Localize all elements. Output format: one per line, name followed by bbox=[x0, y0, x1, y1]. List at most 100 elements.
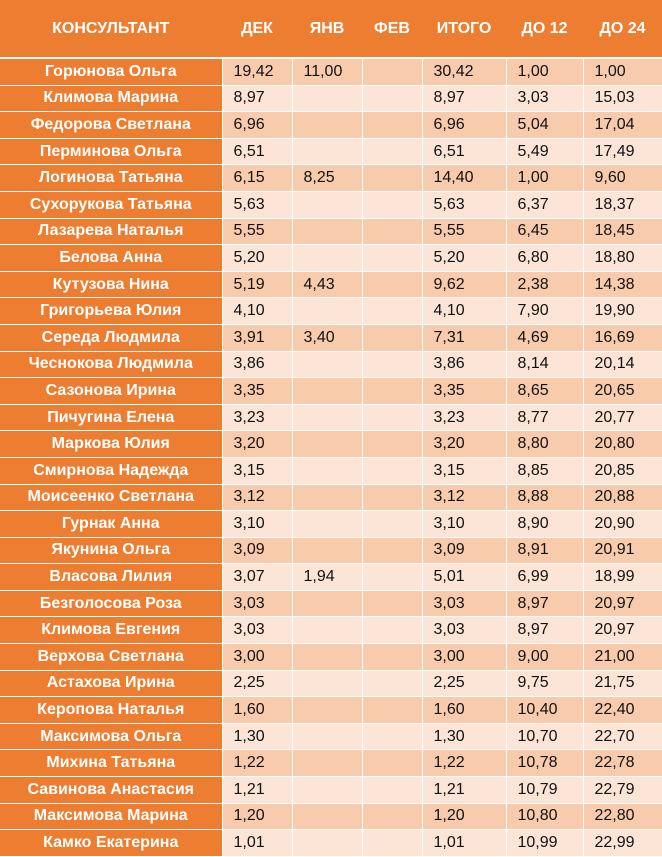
table-row: Безголосова Роза 3,03 3,03 8,97 20,97 bbox=[0, 590, 662, 618]
consultant-name-cell: Сухорукова Татьяна bbox=[0, 191, 223, 219]
table-row: Максимова Марина 1,20 1,20 10,80 22,80 bbox=[0, 803, 662, 831]
to-24-cell: 17,49 bbox=[583, 138, 662, 166]
jan-cell bbox=[292, 723, 363, 751]
jan-cell bbox=[292, 404, 363, 432]
table-row: Логинова Татьяна 6,15 8,25 14,40 1,00 9,60 bbox=[0, 164, 662, 192]
to-12-cell: 3,03 bbox=[506, 85, 584, 113]
jan-cell bbox=[292, 510, 363, 538]
header-dec: ДЕК bbox=[222, 0, 293, 59]
total-cell: 7,31 bbox=[422, 324, 507, 352]
to-24-cell: 22,99 bbox=[583, 829, 662, 857]
dec-cell: 19,42 bbox=[222, 58, 293, 86]
dec-cell: 3,09 bbox=[222, 537, 293, 565]
consultant-name-cell: Максимова Ольга bbox=[0, 723, 223, 751]
consultant-name-cell: Федорова Светлана bbox=[0, 111, 223, 139]
to-24-cell: 14,38 bbox=[583, 271, 662, 299]
jan-cell bbox=[292, 138, 363, 166]
to-24-cell: 22,80 bbox=[583, 803, 662, 831]
jan-cell bbox=[292, 803, 363, 831]
total-cell: 1,21 bbox=[422, 776, 507, 804]
table-row: Климова Марина 8,97 8,97 3,03 15,03 bbox=[0, 85, 662, 113]
to-24-cell: 20,65 bbox=[583, 377, 662, 405]
feb-cell bbox=[362, 643, 423, 671]
table-header: КОНСУЛЬТАНТ ДЕК ЯНВ ФЕВ ИТОГО ДО 12 ДО 2… bbox=[0, 0, 662, 59]
feb-cell bbox=[362, 351, 423, 379]
total-cell: 6,96 bbox=[422, 111, 507, 139]
dec-cell: 5,63 bbox=[222, 191, 293, 219]
table-row: Горюнова Ольга 19,42 11,00 30,42 1,00 1,00 bbox=[0, 58, 662, 86]
to-24-cell: 16,69 bbox=[583, 324, 662, 352]
table-row: Белова Анна 5,20 5,20 6,80 18,80 bbox=[0, 244, 662, 272]
jan-cell bbox=[292, 85, 363, 113]
feb-cell bbox=[362, 749, 423, 778]
to-12-cell: 10,99 bbox=[506, 829, 584, 857]
consultant-name-cell: Савинова Анастасия bbox=[0, 776, 223, 804]
to-24-cell: 20,77 bbox=[583, 404, 662, 432]
header-to-24: ДО 24 bbox=[583, 0, 662, 59]
to-12-cell: 6,99 bbox=[506, 563, 584, 591]
header-row: КОНСУЛЬТАНТ ДЕК ЯНВ ФЕВ ИТОГО ДО 12 ДО 2… bbox=[0, 0, 662, 59]
to-12-cell: 9,75 bbox=[506, 670, 584, 698]
consultant-name-cell: Чеснокова Людмила bbox=[0, 351, 223, 379]
jan-cell: 11,00 bbox=[292, 58, 363, 86]
total-cell: 30,42 bbox=[422, 58, 507, 86]
total-cell: 14,40 bbox=[422, 164, 507, 192]
total-cell: 5,63 bbox=[422, 191, 507, 219]
dec-cell: 5,20 bbox=[222, 244, 293, 272]
consultant-name-cell: Климова Евгения bbox=[0, 616, 223, 645]
table-row: Кутузова Нина 5,19 4,43 9,62 2,38 14,38 bbox=[0, 271, 662, 299]
consultant-name-cell: Перминова Ольга bbox=[0, 138, 223, 166]
to-12-cell: 1,00 bbox=[506, 164, 584, 192]
feb-cell bbox=[362, 776, 423, 804]
total-cell: 3,10 bbox=[422, 510, 507, 538]
consultant-name-cell: Сазонова Ирина bbox=[0, 377, 223, 405]
consultant-name-cell: Керопова Наталья bbox=[0, 696, 223, 724]
consultant-name-cell: Безголосова Роза bbox=[0, 590, 223, 618]
feb-cell bbox=[362, 85, 423, 113]
jan-cell bbox=[292, 696, 363, 724]
table-row: Верхова Светлана 3,00 3,00 9,00 21,00 bbox=[0, 643, 662, 671]
total-cell: 3,00 bbox=[422, 643, 507, 671]
consultant-name-cell: Горюнова Ольга bbox=[0, 58, 223, 86]
to-12-cell: 6,80 bbox=[506, 244, 584, 272]
total-cell: 3,09 bbox=[422, 537, 507, 565]
jan-cell: 4,43 bbox=[292, 271, 363, 299]
total-cell: 3,12 bbox=[422, 484, 507, 512]
feb-cell bbox=[362, 484, 423, 512]
jan-cell bbox=[292, 643, 363, 671]
feb-cell bbox=[362, 563, 423, 591]
feb-cell bbox=[362, 510, 423, 538]
total-cell: 3,35 bbox=[422, 377, 507, 405]
dec-cell: 5,19 bbox=[222, 271, 293, 299]
total-cell: 5,20 bbox=[422, 244, 507, 272]
table-row: Михина Татьяна 1,22 1,22 10,78 22,78 bbox=[0, 749, 662, 778]
to-12-cell: 2,38 bbox=[506, 271, 584, 299]
consultant-name-cell: Власова Лилия bbox=[0, 563, 223, 591]
feb-cell bbox=[362, 164, 423, 192]
feb-cell bbox=[362, 723, 423, 751]
consultant-name-cell: Григорьева Юлия bbox=[0, 297, 223, 325]
dec-cell: 1,22 bbox=[222, 749, 293, 778]
consultant-name-cell: Кутузова Нина bbox=[0, 271, 223, 299]
feb-cell bbox=[362, 218, 423, 246]
jan-cell bbox=[292, 111, 363, 139]
dec-cell: 6,51 bbox=[222, 138, 293, 166]
jan-cell bbox=[292, 537, 363, 565]
header-total: ИТОГО bbox=[422, 0, 507, 59]
dec-cell: 3,15 bbox=[222, 457, 293, 485]
total-cell: 2,25 bbox=[422, 670, 507, 698]
to-12-cell: 6,37 bbox=[506, 191, 584, 219]
jan-cell: 8,25 bbox=[292, 164, 363, 192]
dec-cell: 5,55 bbox=[222, 218, 293, 246]
total-cell: 1,20 bbox=[422, 803, 507, 831]
dec-cell: 1,01 bbox=[222, 829, 293, 857]
total-cell: 8,97 bbox=[422, 85, 507, 113]
table-row: Сухорукова Татьяна 5,63 5,63 6,37 18,37 bbox=[0, 191, 662, 219]
to-24-cell: 20,14 bbox=[583, 351, 662, 379]
to-24-cell: 18,80 bbox=[583, 244, 662, 272]
to-12-cell: 10,79 bbox=[506, 776, 584, 804]
to-24-cell: 22,78 bbox=[583, 749, 662, 778]
consultant-name-cell: Пичугина Елена bbox=[0, 404, 223, 432]
total-cell: 3,15 bbox=[422, 457, 507, 485]
dec-cell: 8,97 bbox=[222, 85, 293, 113]
